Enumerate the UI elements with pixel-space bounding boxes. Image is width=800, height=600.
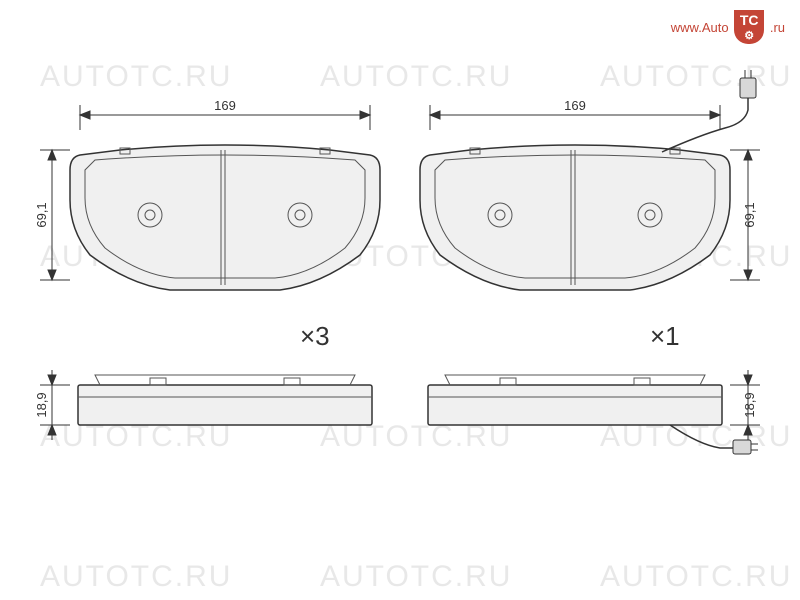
dim-width-right: 169: [564, 98, 586, 113]
qty-right: ×1: [650, 321, 680, 351]
qty-left: ×3: [300, 321, 330, 351]
left-pad-face: 169 69,1: [34, 98, 380, 290]
technical-drawing: 169 69,1 ×3: [0, 0, 800, 600]
right-pad-side: 18,9: [428, 370, 760, 454]
left-pad-side: 18,9: [34, 370, 372, 440]
site-logo: www.Auto TC ⚙ .ru: [671, 10, 785, 44]
logo-suffix: .ru: [770, 20, 785, 35]
dim-height-right: 69,1: [742, 202, 757, 227]
connector-icon: [740, 78, 756, 98]
right-pad-face: 169 69,1: [420, 70, 760, 290]
sensor-wire-icon: [662, 95, 748, 152]
dim-width-left: 169: [214, 98, 236, 113]
logo-prefix: www.Auto: [671, 20, 729, 35]
dim-thickness-left: 18,9: [34, 392, 49, 417]
logo-badge: TC ⚙: [734, 10, 764, 44]
dim-thickness-right: 18,9: [742, 392, 757, 417]
dim-height-left: 69,1: [34, 202, 49, 227]
